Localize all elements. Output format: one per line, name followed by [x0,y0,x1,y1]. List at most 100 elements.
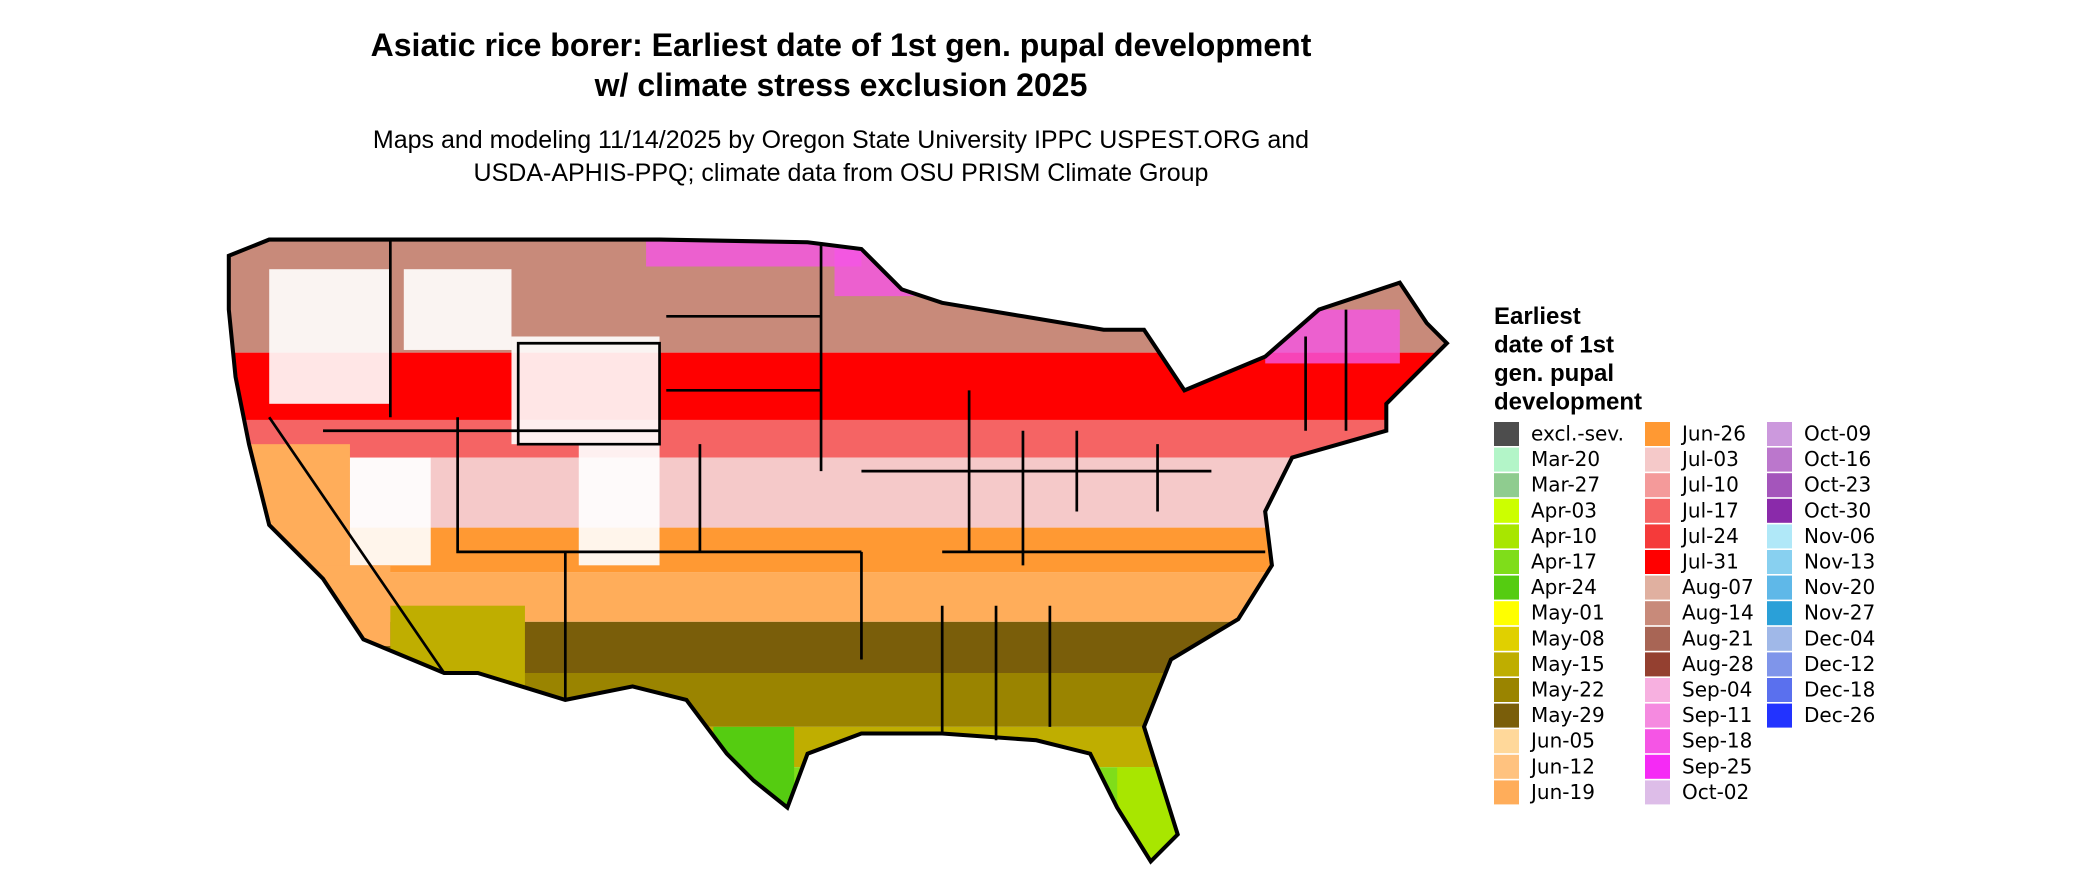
legend-swatch [1494,780,1519,805]
legend-label: Apr-24 [1531,575,1597,599]
legend-label: Dec-26 [1804,703,1875,727]
legend-swatch [1494,498,1519,523]
map-zone [228,767,1447,862]
legend-label: Nov-06 [1804,524,1875,548]
legend-swatch [1494,652,1519,677]
map-zone [578,444,660,566]
legend-label: Aug-07 [1682,575,1754,599]
legend-label: Oct-16 [1804,447,1871,471]
legend-label: excl.-sev. [1531,422,1624,446]
legend-swatch [1645,729,1670,754]
map-zone [228,673,1447,727]
legend-swatch [1494,524,1519,549]
legend-swatch [1767,575,1792,600]
legend-label: Oct-09 [1804,422,1871,446]
legend-swatch [1767,703,1792,728]
legend-label: Jul-31 [1680,550,1739,574]
map [228,239,1447,862]
map-zone [1117,767,1185,862]
legend-swatch [1645,678,1670,702]
map-zone [228,457,1447,528]
legend-label: Jul-17 [1680,498,1739,522]
legend-label: Sep-04 [1682,678,1752,702]
legend-swatch [1645,473,1670,498]
title-line: w/ climate stress exclusion 2025 [594,67,1088,103]
legend-swatch [1645,703,1670,728]
legend-title: date of 1st [1494,332,1614,359]
state-borders [227,238,1449,863]
legend-label: Dec-12 [1804,652,1875,676]
legend-label: Jul-03 [1680,447,1739,471]
legend-swatch [1767,498,1792,523]
map-zone [403,269,512,350]
legend-swatch [1494,703,1519,728]
legend-label: Mar-20 [1531,447,1600,471]
legend-swatch [1645,498,1670,523]
legend-label: Jun-12 [1529,754,1595,778]
legend-label: Jul-10 [1680,473,1739,497]
legend-title: Earliest [1494,303,1581,330]
legend-swatch [1494,754,1519,779]
subtitle-line: USDA-APHIS-PPQ; climate data from OSU PR… [474,159,1209,187]
legend-label: Oct-02 [1682,780,1749,804]
legend-label: Sep-18 [1682,729,1752,753]
map-zone [228,527,1447,573]
legend-label: May-29 [1531,703,1605,727]
legend-swatch [1767,473,1792,498]
legend-label: Nov-20 [1804,575,1875,599]
legend-label: Oct-23 [1804,473,1871,497]
legend-swatch [1645,780,1670,805]
legend-label: Nov-13 [1804,550,1875,574]
legend-label: May-22 [1531,678,1605,702]
legend-swatch [1494,422,1519,446]
legend-label: Aug-28 [1682,652,1754,676]
legend-swatch [1645,524,1670,549]
map-zone [228,572,1447,622]
legend-label: Mar-27 [1531,473,1600,497]
legend-swatch [1767,422,1792,446]
legend-label: Apr-17 [1531,550,1597,574]
legend-swatch [1645,601,1670,626]
legend-label: Jun-05 [1529,729,1595,753]
legend-label: Dec-18 [1804,678,1875,702]
legend-swatch [1767,626,1792,651]
legend-label: Sep-25 [1682,754,1752,778]
map-zone [228,621,1447,673]
legend-swatch [1494,447,1519,472]
legend-swatch [1645,447,1670,472]
legend-swatch [1645,422,1670,446]
legend-swatch [1767,652,1792,677]
legend-title: gen. pupal [1494,360,1614,387]
legend-label: Aug-21 [1682,626,1754,650]
legend-label: Dec-04 [1804,626,1875,650]
legend-swatch [1645,550,1670,574]
map-zone [269,269,391,404]
legend-swatch [1494,550,1519,574]
legend-swatch [1494,678,1519,702]
legend-label: Sep-11 [1682,703,1752,727]
legend-swatch [1494,601,1519,626]
legend-label: Nov-27 [1804,601,1875,625]
legend-swatch [1767,447,1792,472]
legend-label: Jun-19 [1529,780,1595,804]
legend-swatch [1767,601,1792,626]
legend-swatch [1494,575,1519,600]
legend-label: Jun-26 [1680,422,1746,446]
legend-swatch [1494,473,1519,498]
legend-swatch [1645,626,1670,651]
map-zone [713,726,795,808]
legend-label: Oct-30 [1804,498,1871,522]
legend-title: development [1494,389,1642,416]
legend-label: Jul-24 [1680,524,1739,548]
legend-swatch [1645,754,1670,779]
map-zone [511,336,660,445]
legend-label: May-01 [1531,601,1605,625]
legend-label: Apr-10 [1531,524,1597,548]
subtitle-line: Maps and modeling 11/14/2025 by Oregon S… [373,126,1309,154]
map-zone [336,457,431,566]
legend-swatch [1767,550,1792,574]
legend-swatch [1494,729,1519,754]
